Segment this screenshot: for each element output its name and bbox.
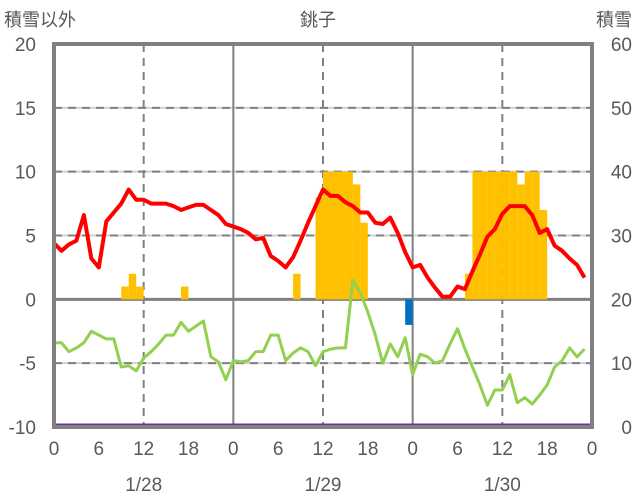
bar [337, 171, 346, 300]
right-tick-label: 60 [611, 35, 632, 56]
x-tick-label: 0 [407, 439, 418, 460]
bar [472, 171, 480, 300]
left-axis-label: 積雪以外 [4, 10, 76, 31]
bar [121, 286, 129, 300]
bar [479, 171, 488, 300]
bar [502, 171, 510, 300]
bar [293, 273, 301, 300]
right-tick-label: 50 [611, 99, 632, 120]
date-label: 1/28 [125, 475, 162, 496]
bar [136, 286, 144, 300]
bar [323, 171, 331, 300]
bar [352, 184, 361, 300]
date-label: 1/29 [305, 475, 342, 496]
x-tick-label: 6 [94, 439, 105, 460]
left-tick-label: 0 [25, 290, 36, 311]
bar [345, 171, 353, 300]
x-tick-label: 18 [357, 439, 378, 460]
right-tick-label: 0 [621, 418, 632, 439]
x-tick-label: 0 [587, 439, 598, 460]
bar [181, 286, 189, 300]
x-tick-label: 6 [273, 439, 284, 460]
bar [532, 171, 540, 300]
x-tick-label: 0 [228, 439, 239, 460]
bar [405, 299, 413, 325]
bar [494, 171, 503, 300]
bar [509, 171, 518, 300]
x-tick-label: 6 [452, 439, 463, 460]
bar [315, 197, 323, 300]
x-tick-label: 0 [49, 439, 60, 460]
green-series-line [54, 278, 586, 407]
bar [524, 171, 533, 300]
left-tick-label: 20 [15, 35, 36, 56]
chart-title: 銚子 [300, 10, 336, 31]
x-tick-label: 12 [133, 439, 154, 460]
left-tick-label: -10 [9, 418, 36, 439]
date-label: 1/30 [484, 475, 521, 496]
red-series-line [52, 187, 587, 299]
right-tick-label: 30 [611, 227, 632, 248]
bar [539, 209, 548, 300]
bar [517, 184, 525, 300]
right-tick-label: 10 [611, 354, 632, 375]
bar [464, 273, 473, 300]
right-tick-label: 40 [611, 163, 632, 184]
x-tick-label: 18 [178, 439, 199, 460]
x-tick-label: 18 [537, 439, 558, 460]
left-tick-label: 10 [15, 163, 36, 184]
x-tick-label: 12 [312, 439, 333, 460]
plot-frame [52, 42, 594, 429]
x-tick-label: 12 [492, 439, 513, 460]
right-tick-label: 20 [611, 290, 632, 311]
left-tick-label: 15 [15, 99, 36, 120]
bar [360, 222, 368, 300]
left-tick-label: -5 [19, 354, 36, 375]
left-tick-label: 5 [25, 227, 36, 248]
bar [128, 273, 137, 300]
right-axis-label: 積雪 [596, 10, 632, 31]
bar [330, 171, 338, 300]
